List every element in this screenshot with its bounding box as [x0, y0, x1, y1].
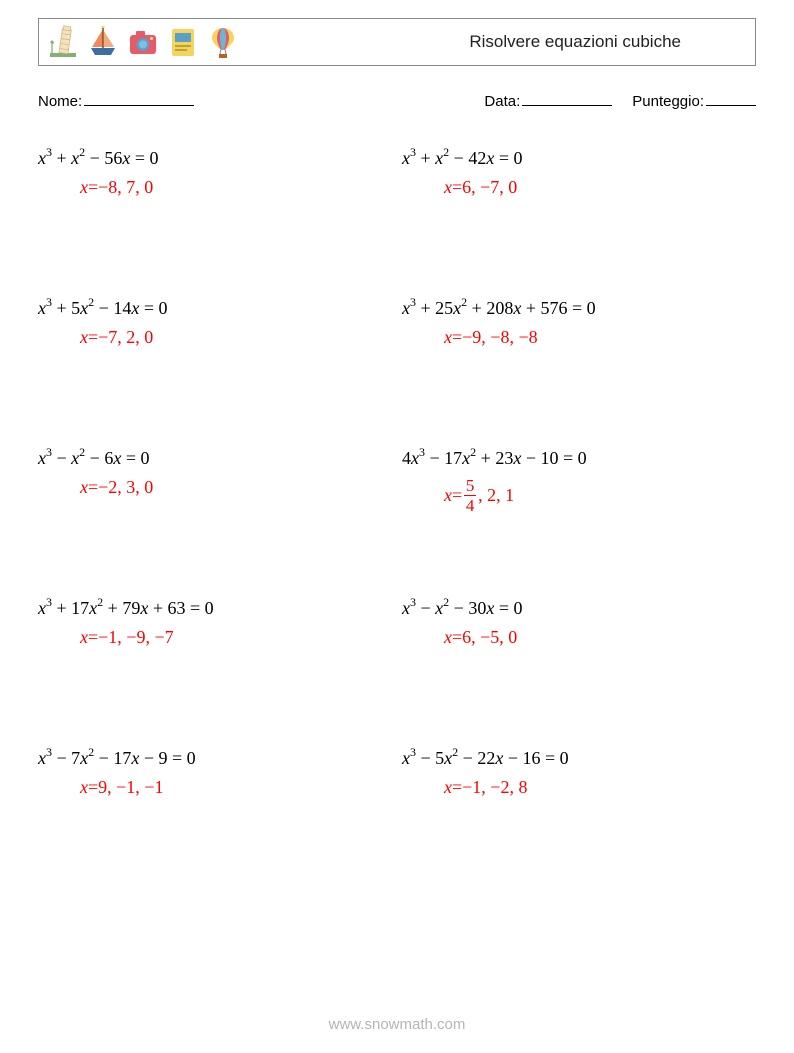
date-blank: [522, 92, 612, 106]
name-blank: [84, 92, 194, 106]
problem-cell: x3 − 7x2 − 17x − 9 = 0 x = 9, −1, −1: [38, 728, 372, 878]
equation: x3 + x2 − 42x = 0: [402, 146, 736, 169]
answer-wrap: x = 6, −5, 0: [402, 619, 736, 648]
footer: www.snowmath.com: [0, 1016, 794, 1033]
worksheet-title: Risolvere equazioni cubiche: [469, 32, 741, 52]
header-icons: [47, 25, 239, 59]
answer-wrap: x = −7, 2, 0: [38, 319, 372, 348]
balloon-icon: [207, 25, 239, 59]
answer: x = 54, 2, 1: [444, 477, 514, 514]
answer-wrap: x = −1, −2, 8: [402, 769, 736, 798]
problem-cell: x3 + 17x2 + 79x + 63 = 0 x = −1, −9, −7: [38, 578, 372, 728]
answer: x = −7, 2, 0: [80, 327, 153, 348]
answer-wrap: x = −1, −9, −7: [38, 619, 372, 648]
answer-wrap: x = 54, 2, 1: [402, 469, 736, 514]
problem-cell: 4x3 − 17x2 + 23x − 10 = 0 x = 54, 2, 1: [402, 428, 736, 578]
problem-cell: x3 − x2 − 6x = 0 x = −2, 3, 0: [38, 428, 372, 578]
problem-cell: x3 + 5x2 − 14x = 0 x = −7, 2, 0: [38, 278, 372, 428]
answer: x = −2, 3, 0: [80, 477, 153, 498]
equation: x3 + x2 − 56x = 0: [38, 146, 372, 169]
equation: x3 − 5x2 − 22x − 16 = 0: [402, 746, 736, 769]
answer: x = 9, −1, −1: [80, 777, 163, 798]
equation: x3 − x2 − 30x = 0: [402, 596, 736, 619]
answer: x = 6, −5, 0: [444, 627, 517, 648]
equation: 4x3 − 17x2 + 23x − 10 = 0: [402, 446, 736, 469]
name-field: Nome:: [38, 92, 484, 110]
sailboat-icon: [87, 25, 119, 59]
problems-grid: x3 + x2 − 56x = 0 x = −8, 7, 0 x3 + x2 − 4…: [38, 128, 736, 878]
equation: x3 − 7x2 − 17x − 9 = 0: [38, 746, 372, 769]
pisa-tower-icon: [47, 25, 79, 59]
score-blank: [706, 92, 756, 106]
answer-wrap: x = 9, −1, −1: [38, 769, 372, 798]
answer: x = −1, −9, −7: [80, 627, 174, 648]
name-label: Nome:: [38, 93, 82, 110]
equation: x3 + 17x2 + 79x + 63 = 0: [38, 596, 372, 619]
score-label: Punteggio:: [632, 93, 704, 110]
answer-wrap: x = −8, 7, 0: [38, 169, 372, 198]
answer: x = −8, 7, 0: [80, 177, 153, 198]
answer-wrap: x = −2, 3, 0: [38, 469, 372, 498]
problem-cell: x3 − 5x2 − 22x − 16 = 0 x = −1, −2, 8: [402, 728, 736, 878]
answer: x = −1, −2, 8: [444, 777, 527, 798]
date-field: Data:: [484, 92, 612, 110]
camera-icon: [127, 25, 159, 59]
problem-cell: x3 + x2 − 56x = 0 x = −8, 7, 0: [38, 128, 372, 278]
equation: x3 − x2 − 6x = 0: [38, 446, 372, 469]
answer: x = 6, −7, 0: [444, 177, 517, 198]
equation: x3 + 5x2 − 14x = 0: [38, 296, 372, 319]
date-label: Data:: [484, 93, 520, 110]
answer-wrap: x = −9, −8, −8: [402, 319, 736, 348]
equation: x3 + 25x2 + 208x + 576 = 0: [402, 296, 736, 319]
answer: x = −9, −8, −8: [444, 327, 538, 348]
problem-cell: x3 + x2 − 42x = 0 x = 6, −7, 0: [402, 128, 736, 278]
score-field: Punteggio:: [632, 92, 756, 110]
problem-cell: x3 + 25x2 + 208x + 576 = 0 x = −9, −8, −8: [402, 278, 736, 428]
answer-wrap: x = 6, −7, 0: [402, 169, 736, 198]
info-row: Nome: Data: Punteggio:: [38, 92, 756, 110]
header-box: Risolvere equazioni cubiche: [38, 18, 756, 66]
pass-icon: [167, 25, 199, 59]
problem-cell: x3 − x2 − 30x = 0 x = 6, −5, 0: [402, 578, 736, 728]
